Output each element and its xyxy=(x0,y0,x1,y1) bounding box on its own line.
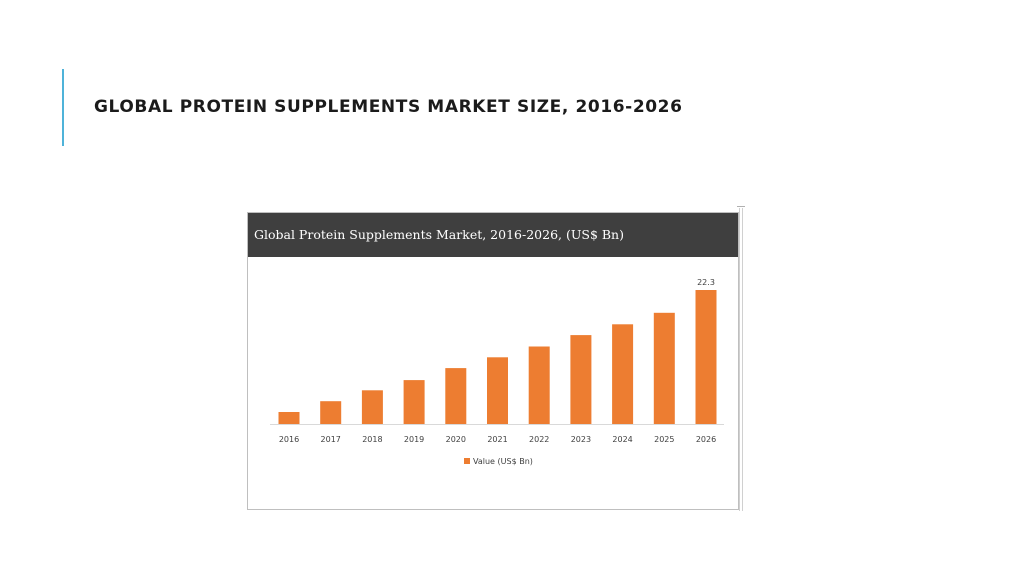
x-tick-labels: 2016 2017 2018 2019 2020 2021 2022 2023 2024 2025… xyxy=(279,435,716,444)
legend-swatch xyxy=(464,458,470,464)
x-tick-label-2020: 2020 xyxy=(446,435,466,444)
x-tick-label-2021: 2021 xyxy=(487,435,507,444)
x-tick-label-2019: 2019 xyxy=(404,435,424,444)
x-tick-label-2024: 2024 xyxy=(612,435,632,444)
chart-title: Global Protein Supplements Market, 2016-… xyxy=(254,227,624,242)
bar-chart: 2016 2017 2018 2019 2020 2021 2022 2023 2024 2025… xyxy=(270,278,724,466)
bar-2022 xyxy=(528,346,550,424)
x-tick-label-2016: 2016 xyxy=(279,435,299,444)
bar-2016 xyxy=(278,412,300,424)
bar-2018 xyxy=(361,390,383,424)
legend: Value (US$ Bn) xyxy=(464,457,533,466)
bar-group xyxy=(278,290,717,424)
bar-2025 xyxy=(653,312,675,424)
bar-2019 xyxy=(403,380,425,424)
image-frame-top-cap xyxy=(737,206,745,211)
legend-label: Value (US$ Bn) xyxy=(473,457,533,466)
image-frame-edge xyxy=(739,208,743,511)
data-labels: 22.3 xyxy=(697,278,715,287)
x-tick-label-2025: 2025 xyxy=(654,435,674,444)
chart-header-bar: Global Protein Supplements Market, 2016-… xyxy=(248,213,738,257)
x-tick-label-2026: 2026 xyxy=(696,435,716,444)
title-accent-line xyxy=(62,69,64,146)
bar-2017 xyxy=(320,401,342,424)
x-tick-label-2018: 2018 xyxy=(362,435,382,444)
bar-2024 xyxy=(612,324,634,424)
x-tick-label-2023: 2023 xyxy=(571,435,591,444)
bar-2020 xyxy=(445,368,467,424)
x-tick-label-2017: 2017 xyxy=(321,435,341,444)
bar-2021 xyxy=(487,357,508,424)
bar-2023 xyxy=(570,335,592,424)
data-label-2026: 22.3 xyxy=(697,278,715,287)
chart-image: Global Protein Supplements Market, 2016-… xyxy=(247,212,739,510)
bar-2026 xyxy=(695,290,717,424)
slide-title: GLOBAL PROTEIN SUPPLEMENTS MARKET SIZE, … xyxy=(94,97,683,117)
x-tick-label-2022: 2022 xyxy=(529,435,549,444)
